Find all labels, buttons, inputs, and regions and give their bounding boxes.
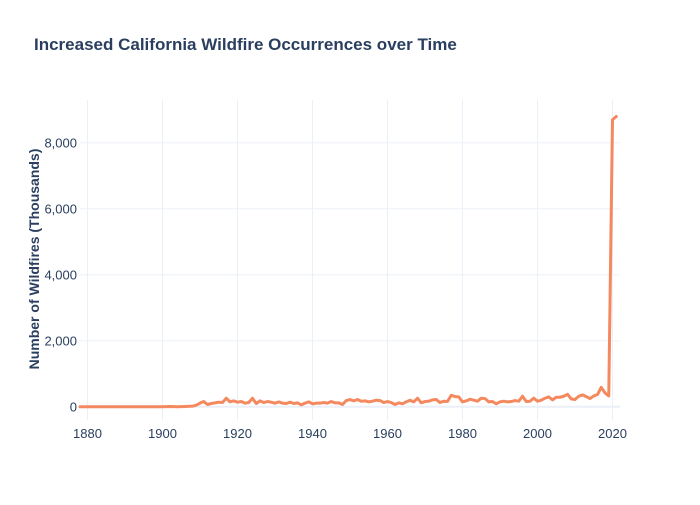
x-axis-ticks: 1880 1900 1920 1940 1960 1980 2000 2020 — [73, 426, 627, 441]
grid-lines — [80, 100, 620, 420]
y-tick-label: 6,000 — [44, 201, 77, 216]
series-line-wildfires — [78, 114, 618, 409]
y-tick-label: 2,000 — [44, 333, 77, 348]
x-tick-label: 1980 — [448, 426, 477, 441]
y-tick-label: 8,000 — [44, 135, 77, 150]
x-tick-label: 1880 — [73, 426, 102, 441]
y-axis-title: Number of Wildfires (Thousands) — [26, 149, 42, 370]
x-tick-label: 1940 — [298, 426, 327, 441]
x-tick-label: 2000 — [523, 426, 552, 441]
series-layer — [78, 114, 618, 409]
x-tick-label: 1920 — [223, 426, 252, 441]
y-tick-label: 4,000 — [44, 267, 77, 282]
y-tick-label: 0 — [70, 399, 77, 414]
chart-title: Increased California Wildfire Occurrence… — [34, 35, 457, 54]
y-axis-ticks: 0 2,000 4,000 6,000 8,000 — [44, 135, 77, 414]
x-tick-label: 1960 — [373, 426, 402, 441]
x-tick-label: 2020 — [598, 426, 627, 441]
x-tick-label: 1900 — [148, 426, 177, 441]
